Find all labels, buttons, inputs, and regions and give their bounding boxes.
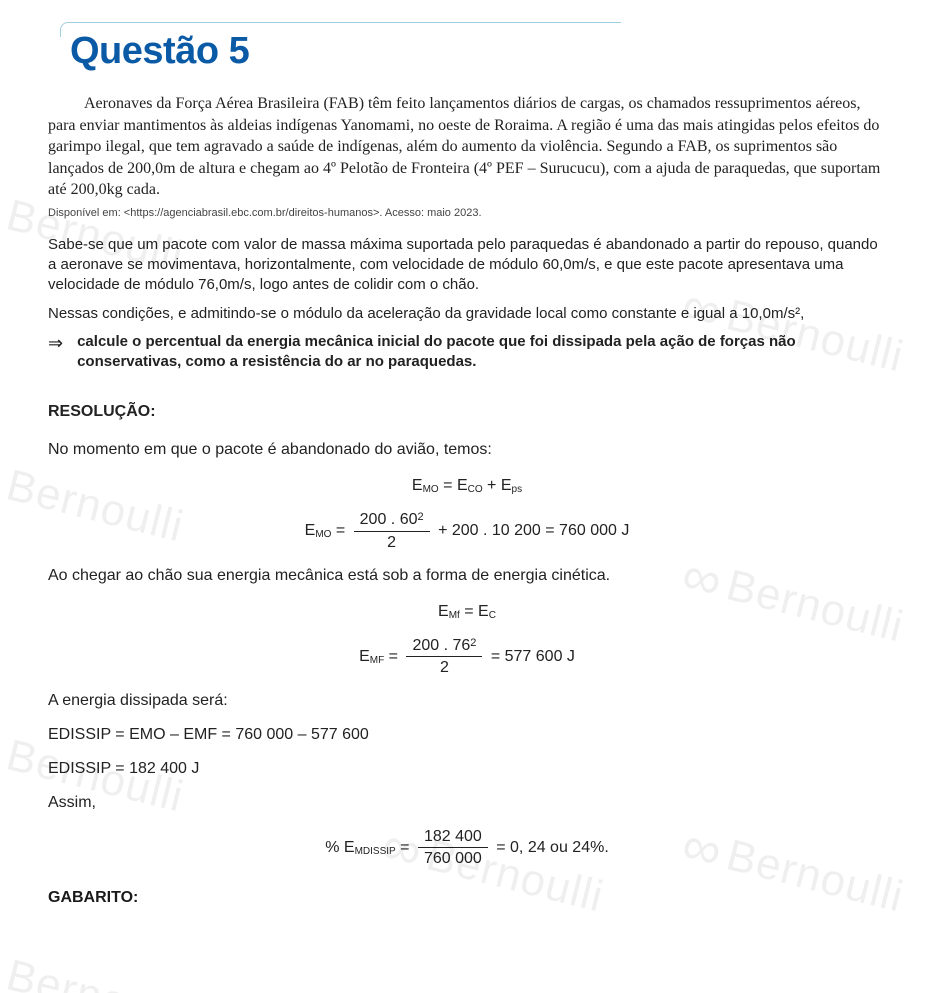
res-line1: No momento em que o pacote é abandonado … (48, 438, 886, 462)
problem-statement: Aeronaves da Força Aérea Brasileira (FAB… (48, 93, 886, 201)
arrow-icon: ⇒ (48, 332, 63, 373)
statement-p3: Nessas condições, e admitindo-se o módul… (48, 304, 886, 324)
problem-statement-2: Sabe-se que um pacote com valor de massa… (48, 235, 886, 373)
header-rule (60, 22, 621, 37)
gabarito-head: GABARITO: (48, 889, 886, 907)
equation-percent: % EMDISSIP = 182 400 760 000 = 0, 24 ou … (48, 825, 886, 870)
watermark: ∞Bernoulli (676, 974, 910, 993)
res-line5: EDISSIP = 182 400 J (48, 757, 886, 781)
res-line6: Assim, (48, 791, 886, 815)
res-line3: A energia dissipada será: (48, 689, 886, 713)
equation-emo-value: EMO = 200 . 602 2 + 200 . 10 200 = 760 0… (48, 508, 886, 553)
res-line4: EDISSIP = EMO – EMF = 760 000 – 577 600 (48, 723, 886, 747)
statement-p2: Sabe-se que um pacote com valor de massa… (48, 235, 886, 296)
statement-arrow-row: ⇒ calcule o percentual da energia mecâni… (48, 332, 886, 373)
equation-emf-def: EMf = EC (48, 598, 886, 626)
resolution-head: RESOLUÇÃO: (48, 400, 886, 424)
page: { "watermark": "Bernoulli", "header": { … (0, 0, 934, 993)
statement-p4: calcule o percentual da energia mecânica… (77, 332, 886, 373)
statement-p1: Aeronaves da Força Aérea Brasileira (FAB… (48, 93, 886, 201)
watermark: ∞Bernoulli (0, 934, 190, 993)
res-line2: Ao chegar ao chão sua energia mecânica e… (48, 564, 886, 588)
resolution: RESOLUÇÃO: No momento em que o pacote é … (48, 400, 886, 870)
question-header: Questão 5 (60, 30, 880, 73)
statement-source: Disponível em: <https://agenciabrasil.eb… (48, 207, 886, 219)
equation-emo-sum: EMO = ECO + Eps (48, 472, 886, 500)
equation-emf-value: EMF = 200 . 762 2 = 577 600 J (48, 634, 886, 679)
